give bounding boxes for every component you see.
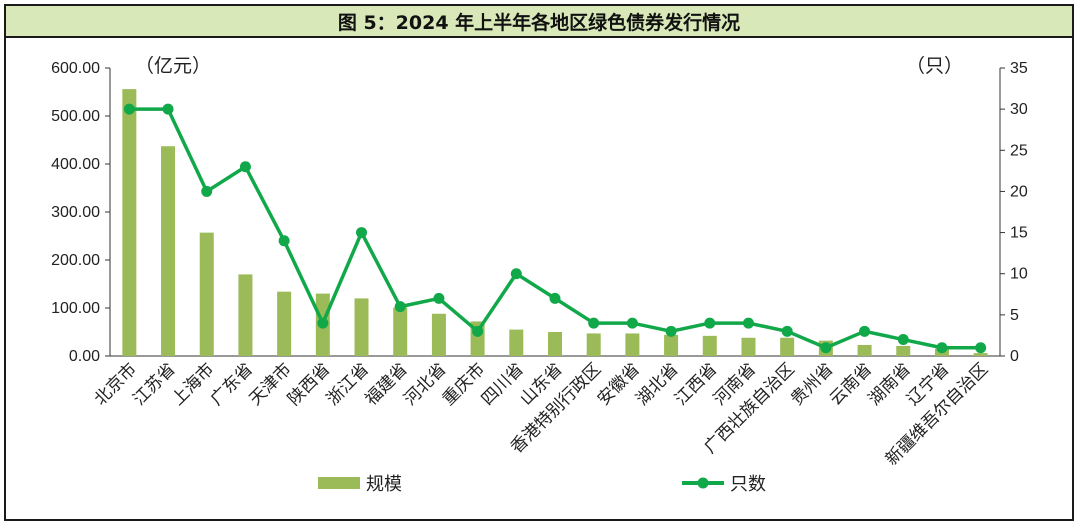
category-label: 天津市 — [245, 359, 295, 409]
line-point — [936, 342, 948, 354]
line-point — [704, 317, 716, 329]
left-tick-label: 200.00 — [51, 252, 100, 269]
left-axis-unit: （亿元） — [135, 55, 211, 77]
line-point — [239, 161, 251, 173]
right-axis-unit: （只） — [906, 55, 963, 77]
category-label: 福建省 — [362, 359, 412, 409]
line-point — [356, 227, 368, 239]
category-label: 贵州省 — [787, 359, 837, 409]
category-label: 北京市 — [91, 359, 141, 409]
right-tick-label: 10 — [1010, 266, 1028, 283]
category-label: 陕西省 — [284, 359, 334, 409]
category-label: 浙江省 — [323, 359, 373, 409]
right-tick-label: 5 — [1010, 307, 1019, 324]
series-line — [129, 107, 981, 350]
left-tick-label: 300.00 — [51, 204, 100, 221]
bar — [896, 345, 911, 356]
line-point — [975, 342, 987, 354]
right-tick-label: 35 — [1010, 60, 1028, 77]
line-point — [510, 268, 522, 280]
line-point — [394, 301, 406, 313]
category-label: 上海市 — [168, 359, 218, 409]
bar — [973, 353, 988, 356]
bar — [702, 335, 717, 356]
category-label: 广东省 — [207, 359, 257, 409]
right-tick-label: 20 — [1010, 183, 1028, 200]
bar — [431, 313, 446, 356]
bar — [122, 89, 137, 357]
bar — [509, 329, 524, 356]
left-tick-label: 400.00 — [51, 156, 100, 173]
line-point — [472, 325, 484, 337]
bar — [625, 333, 640, 356]
bar — [548, 332, 562, 356]
bar — [393, 307, 408, 356]
legend: 规模 只数 — [318, 474, 766, 495]
legend-bar-swatch — [318, 477, 360, 489]
bar — [354, 298, 369, 356]
legend-line-label: 只数 — [730, 474, 766, 495]
line-point — [781, 325, 793, 337]
category-label: 云南省 — [826, 359, 876, 409]
right-tick-label: 15 — [1010, 225, 1028, 242]
line-point — [433, 292, 445, 304]
category-label: 江苏省 — [129, 359, 179, 409]
bar-series — [122, 89, 988, 357]
legend-bar-label: 规模 — [366, 474, 402, 495]
bar — [238, 274, 253, 356]
line-point — [549, 292, 561, 304]
bar — [161, 146, 176, 356]
bar — [199, 232, 214, 356]
bar — [741, 337, 756, 356]
right-tick-label: 30 — [1010, 101, 1028, 118]
chart-title: 图 5：2024 年上半年各地区绿色债券发行情况 — [4, 4, 1074, 38]
line-point — [278, 235, 290, 247]
category-label: 重庆市 — [439, 359, 489, 409]
category-label: 安徽省 — [594, 359, 644, 409]
category-label: 湖南省 — [865, 359, 915, 409]
line-point — [897, 334, 909, 346]
line-point — [665, 325, 677, 337]
line-point — [742, 317, 754, 329]
line-point — [626, 317, 638, 329]
line-series — [123, 103, 987, 354]
category-label: 四川省 — [478, 359, 528, 409]
bar — [780, 337, 795, 356]
line-point — [123, 103, 135, 115]
line-point — [859, 325, 871, 337]
line-point — [162, 103, 174, 115]
line-point — [820, 342, 832, 354]
left-tick-label: 500.00 — [51, 108, 100, 125]
category-label: 江西省 — [671, 359, 721, 409]
right-axis: 0 5 10 15 20 25 30 35 — [999, 60, 1028, 365]
bar — [664, 334, 679, 356]
left-tick-label: 600.00 — [51, 60, 100, 77]
bar — [586, 333, 601, 356]
category-label: 河北省 — [400, 359, 450, 409]
left-tick-label: 100.00 — [51, 300, 100, 317]
category-label: 湖北省 — [632, 359, 682, 409]
chart-frame — [4, 4, 1074, 521]
right-tick-label: 25 — [1010, 142, 1028, 159]
bar — [857, 344, 872, 356]
left-tick-label: 0.00 — [69, 348, 100, 365]
category-labels: 北京市江苏省上海市广东省天津市陕西省浙江省福建省河北省重庆市四川省山东省香港特别… — [91, 359, 993, 469]
line-point — [588, 317, 600, 329]
bar — [277, 291, 292, 356]
line-point — [317, 317, 329, 329]
line-point — [201, 185, 213, 197]
legend-line-marker — [697, 477, 709, 489]
right-tick-label: 0 — [1010, 348, 1019, 365]
left-axis: 0.00 100.00 200.00 300.00 400.00 500.00 600.00 — [51, 60, 1000, 365]
